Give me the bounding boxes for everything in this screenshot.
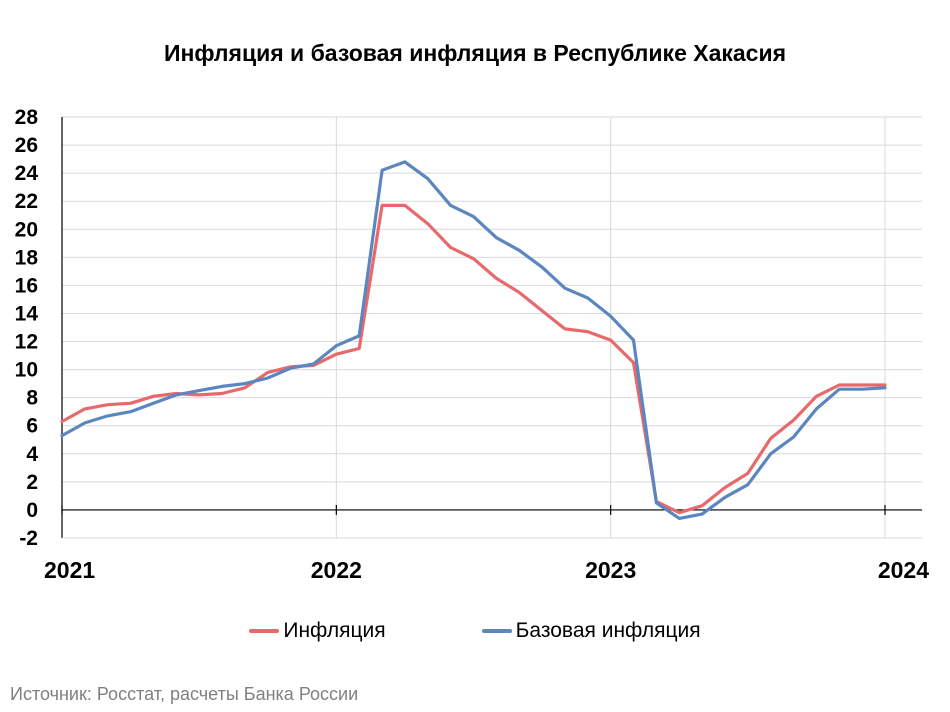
x-tick-labels: 2021 2022 2023 2024 bbox=[44, 557, 929, 583]
grid-layer bbox=[61, 116, 922, 539]
chart-title: Инфляция и базовая инфляция в Республике… bbox=[163, 40, 787, 66]
y-tick-label: 18 bbox=[15, 246, 39, 269]
legend: Инфляция Базовая инфляция bbox=[0, 616, 950, 646]
y-tick-label: 14 bbox=[15, 302, 39, 325]
y-tick-label: 6 bbox=[26, 415, 38, 438]
y-tick-label: 26 bbox=[15, 134, 38, 157]
source-note: Источник: Росстат, расчеты Банка России bbox=[10, 684, 359, 704]
y-tick-label: 22 bbox=[15, 190, 38, 213]
legend-item-inflation: Инфляция bbox=[249, 619, 386, 643]
series-line-core-inflation bbox=[60, 160, 887, 521]
y-tick-label: 2 bbox=[26, 471, 38, 494]
y-tick-label: 28 bbox=[15, 106, 39, 129]
y-tick-label: 12 bbox=[15, 331, 38, 354]
x-tick-label: 2024 bbox=[878, 557, 929, 583]
x-tick-label: 2021 bbox=[44, 557, 95, 583]
y-tick-label: 24 bbox=[15, 162, 39, 185]
y-tick-label: 20 bbox=[15, 218, 38, 241]
x-tick-label: 2023 bbox=[585, 557, 636, 583]
legend-label-inflation: Инфляция bbox=[283, 619, 386, 642]
x-tick-label: 2022 bbox=[311, 557, 362, 583]
y-tick-label: -2 bbox=[19, 527, 38, 550]
y-tick-label: 0 bbox=[26, 499, 38, 522]
y-tick-label: 4 bbox=[26, 443, 38, 466]
y-tick-label: 16 bbox=[15, 274, 38, 297]
axis-layer bbox=[61, 117, 922, 539]
y-tick-label: 8 bbox=[26, 387, 38, 410]
series-layer bbox=[60, 160, 887, 521]
series-line-inflation bbox=[60, 203, 887, 515]
y-tick-label: 10 bbox=[15, 359, 38, 382]
legend-item-core-inflation: Базовая инфляция bbox=[481, 619, 701, 643]
legend-swatch-core-inflation bbox=[481, 629, 512, 633]
legend-label-core-inflation: Базовая инфляция bbox=[515, 619, 701, 642]
legend-swatch-inflation bbox=[249, 629, 280, 633]
